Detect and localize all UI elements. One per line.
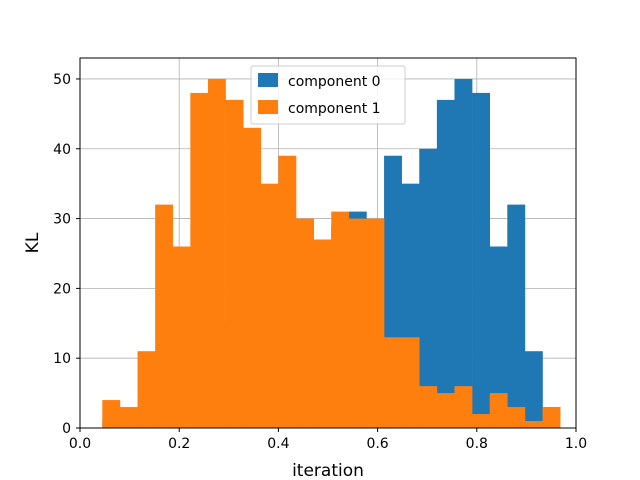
histogram-bars [102, 78, 561, 429]
y-tick-label: 0 [62, 421, 71, 437]
x-tick-label: 1.0 [565, 436, 587, 452]
histogram-bar [190, 92, 209, 428]
histogram-bar [419, 386, 438, 428]
y-axis-ticks: 0 10 20 30 40 50 [53, 72, 80, 437]
histogram-bar [507, 204, 526, 428]
histogram-bar [260, 183, 279, 428]
histogram-bar [524, 351, 543, 428]
plot-frame [79, 57, 577, 429]
x-tick-label: 0.6 [366, 436, 388, 452]
histogram-bar [524, 421, 543, 428]
series-1-bars [102, 78, 561, 429]
histogram-bar [454, 386, 473, 428]
legend-label-component-0: component 0 [288, 74, 381, 90]
histogram-bar [419, 148, 438, 429]
histogram-bar [331, 211, 350, 428]
histogram-bar [278, 155, 297, 429]
histogram-bar [348, 218, 367, 428]
histogram-bar [436, 393, 455, 428]
x-axis-label: iteration [292, 461, 364, 480]
y-tick-label: 40 [53, 142, 71, 158]
histogram-bar [472, 414, 490, 428]
y-tick-label: 50 [53, 72, 71, 88]
histogram-bar [489, 246, 508, 428]
y-tick-label: 30 [53, 212, 71, 228]
y-tick-label: 20 [53, 281, 71, 297]
histogram-bar [313, 239, 332, 428]
histogram-bar [172, 246, 191, 428]
histogram-bar [296, 218, 314, 428]
histogram-bar [225, 99, 244, 429]
histogram-bar [542, 407, 561, 428]
histogram-bar [102, 400, 121, 428]
histogram-bar [472, 92, 490, 428]
x-tick-label: 0.8 [466, 436, 488, 452]
legend: component 0 component 1 [250, 65, 406, 125]
legend-label-component-1: component 1 [288, 101, 381, 117]
histogram-bar [155, 204, 174, 428]
x-axis-ticks: 0.0 0.2 0.4 0.6 0.8 1.0 [69, 428, 587, 452]
x-tick-label: 0.0 [69, 436, 91, 452]
histogram-bar [207, 78, 226, 429]
histogram-bar [401, 337, 420, 428]
histogram-bar [489, 393, 508, 428]
y-tick-label: 10 [53, 351, 71, 367]
histogram-bar [436, 99, 455, 429]
legend-swatch-component-0 [258, 73, 278, 87]
histogram-bar [243, 127, 262, 429]
histogram-bar [137, 351, 156, 428]
histogram-bar [366, 218, 385, 428]
x-tick-label: 0.2 [168, 436, 190, 452]
histogram-bar [119, 407, 138, 428]
x-tick-label: 0.4 [267, 436, 289, 452]
histogram-bar [384, 337, 402, 428]
histogram-bar [454, 78, 473, 429]
histogram-bar [507, 407, 526, 428]
y-axis-label: KL [23, 232, 43, 253]
legend-swatch-component-1 [258, 100, 278, 114]
legend-box [250, 65, 406, 125]
